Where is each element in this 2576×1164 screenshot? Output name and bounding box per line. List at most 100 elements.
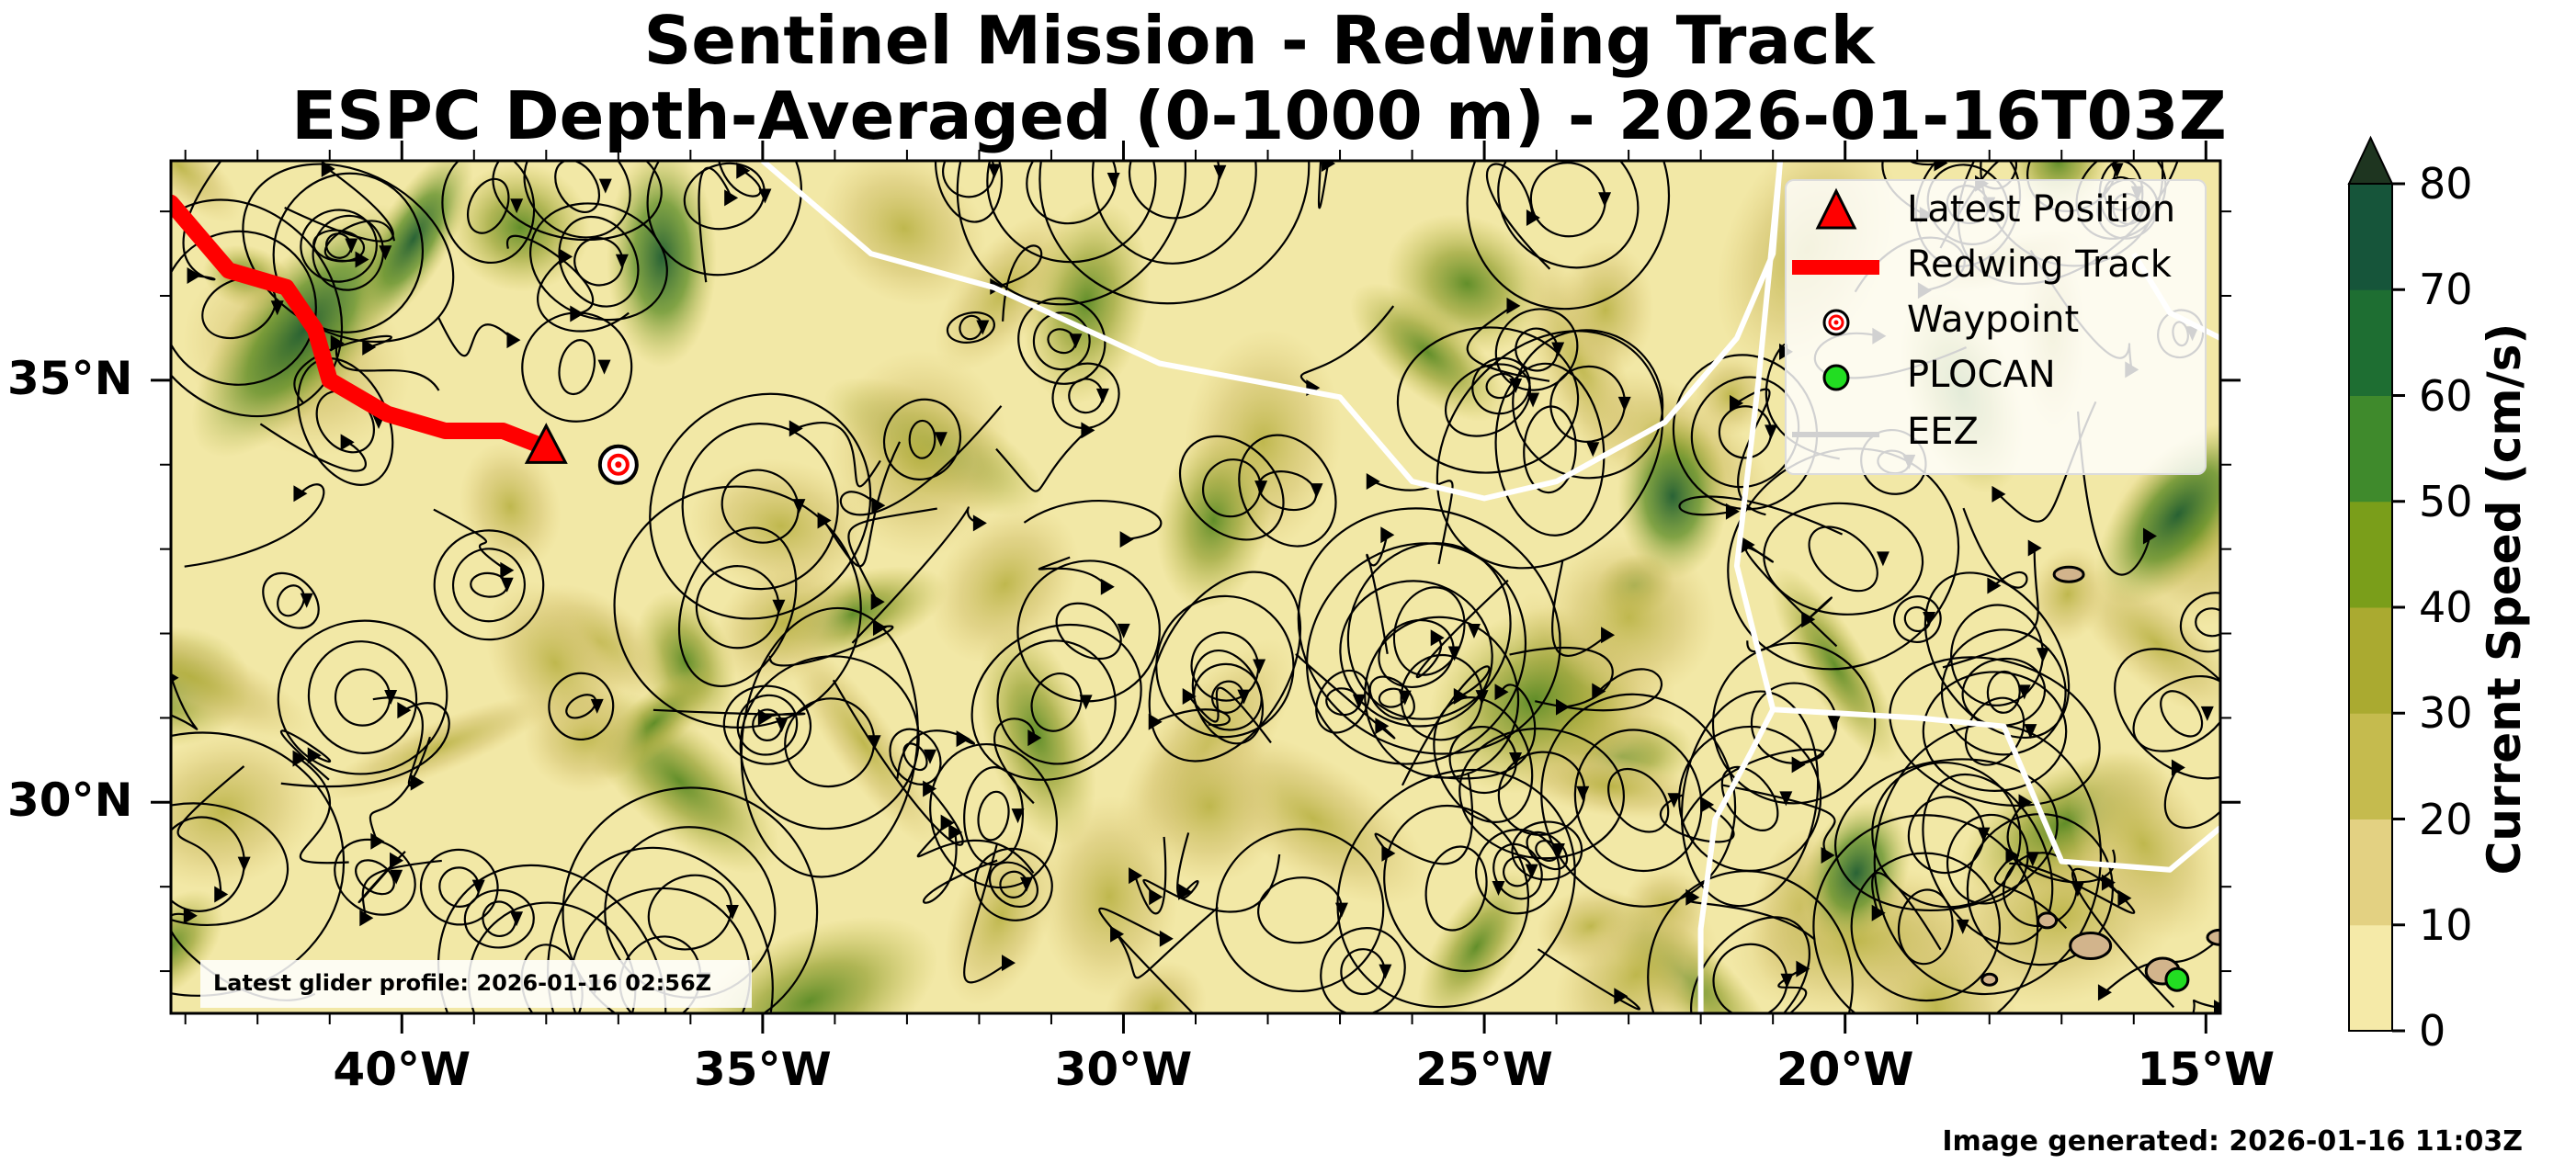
speed-patch	[1349, 283, 1506, 422]
legend-label-redwing-track: Redwing Track	[1907, 243, 2172, 286]
streamline	[369, 736, 431, 850]
eddy	[1336, 768, 1576, 1009]
colorbar-tick-label: 60	[2419, 370, 2473, 421]
current-speed-field	[171, 161, 2220, 1013]
streamline	[184, 483, 325, 568]
eddy	[935, 161, 1004, 223]
eez-line	[1773, 706, 2220, 873]
streamline	[1176, 832, 1199, 900]
speed-patch	[485, 581, 626, 745]
plocan-marker[interactable]	[2164, 966, 2190, 992]
streamline	[280, 702, 450, 788]
streamline	[259, 423, 367, 472]
streamline	[293, 334, 392, 404]
eddy	[882, 398, 962, 480]
eddy	[262, 571, 320, 629]
speed-patch	[171, 731, 319, 889]
eddy	[1511, 820, 1583, 881]
colorbar-tick-label: 20	[2419, 794, 2473, 844]
eddy	[1038, 161, 1311, 305]
current-streamlines	[171, 161, 2220, 1013]
speed-patch-strong	[191, 204, 415, 458]
colorbar-tick-label: 0	[2419, 1006, 2446, 1056]
streamline	[1962, 507, 2028, 594]
eddy	[646, 161, 802, 277]
profile-note-box	[200, 960, 752, 1008]
streamline	[1721, 784, 1836, 865]
streamline	[1777, 960, 1810, 1013]
eddy	[1727, 447, 1960, 671]
speed-patch	[1156, 431, 1271, 610]
speed-patch	[681, 916, 938, 1013]
colorbar-tick-label: 70	[2419, 265, 2473, 315]
speed-patch	[321, 694, 558, 801]
streamline	[1659, 794, 1735, 843]
lat-tick-label: 35°N	[7, 351, 133, 405]
colorbar-segment	[2349, 289, 2392, 396]
streamline	[847, 507, 937, 611]
island	[2206, 928, 2220, 946]
streamline	[1993, 847, 2068, 930]
speed-patch	[822, 161, 987, 307]
eddy	[974, 847, 1053, 921]
streamline	[916, 814, 1035, 874]
streamline	[993, 718, 1042, 805]
eddy	[1368, 675, 1415, 720]
streamline	[832, 679, 964, 846]
legend-label-eez: EEZ	[1907, 411, 1979, 453]
eddy	[1297, 507, 1561, 755]
streamline	[922, 823, 998, 904]
speed-patch	[1417, 869, 1536, 1013]
streamline	[2006, 794, 2116, 884]
eez-line	[760, 161, 1783, 502]
speed-patch	[1105, 960, 1208, 1013]
latest-position-marker[interactable]	[524, 423, 568, 464]
eez-line	[1697, 161, 1783, 1013]
eddy	[521, 311, 633, 423]
legend-label-plocan: PLOCAN	[1907, 354, 2056, 396]
streamline	[372, 696, 425, 791]
colorbar-segment	[2349, 713, 2392, 819]
waypoint-marker[interactable]	[597, 444, 639, 485]
streamline	[1129, 836, 1167, 915]
island	[2052, 565, 2085, 583]
colorbar	[2347, 135, 2405, 1033]
eddy	[946, 311, 995, 344]
lat-tick-label: 30°N	[7, 774, 133, 828]
speed-patch	[1553, 896, 1719, 1013]
eddy	[1512, 329, 1664, 480]
streamline	[2009, 862, 2136, 914]
streamline	[1486, 163, 1551, 270]
eddy	[1016, 559, 1161, 703]
streamline	[1685, 888, 1816, 941]
streamline	[1038, 556, 1115, 595]
streamline	[1871, 872, 1942, 951]
streamline	[1535, 668, 1662, 712]
speed-patch	[171, 161, 242, 223]
streamline	[1148, 708, 1231, 730]
streamline	[1374, 772, 1474, 865]
streamline	[437, 316, 521, 357]
streamline	[718, 161, 762, 198]
streamline	[789, 420, 881, 488]
colorbar-tick-label: 40	[2419, 582, 2473, 632]
colorbar-segment	[2349, 395, 2392, 503]
axis-ticks	[151, 141, 2241, 1034]
streamline	[2163, 759, 2220, 830]
streamline	[1366, 526, 1395, 655]
eddy	[441, 161, 536, 265]
colorbar-segment	[2349, 607, 2392, 714]
streamline	[182, 161, 223, 284]
colorbar-label: Current Speed (cm/s)	[2478, 322, 2531, 876]
colorbar-tick-label: 30	[2419, 688, 2473, 739]
eddy	[1178, 435, 1285, 541]
eddy	[492, 161, 663, 242]
eddy	[1893, 595, 1942, 643]
streamline	[995, 422, 1095, 492]
map-title-line2: ESPC Depth-Averaged (0-1000 m) - 2026-01…	[291, 77, 2227, 154]
streamline	[653, 708, 806, 726]
eddy	[1320, 927, 1406, 1013]
eddy	[889, 728, 942, 785]
generated-timestamp: Image generated: 2026-01-16 11:03Z	[1942, 1125, 2523, 1158]
speed-patch	[930, 505, 1080, 663]
